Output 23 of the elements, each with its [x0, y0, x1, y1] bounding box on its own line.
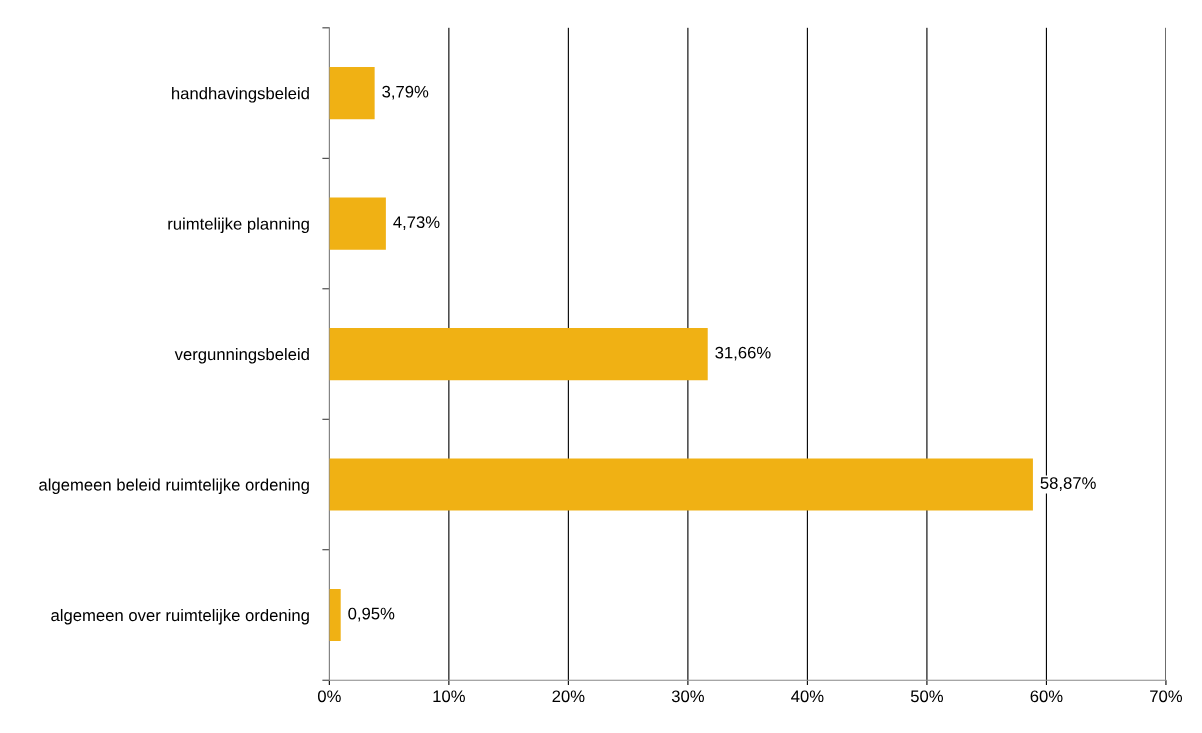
y-tick-label: ruimtelijke planning [168, 217, 309, 234]
x-tick-label: 20% [552, 690, 585, 703]
x-tick-label: 50% [910, 690, 943, 703]
bar [329, 588, 341, 642]
x-tick-label: 10% [433, 690, 465, 703]
data-label: 0,95% [348, 607, 395, 622]
x-tick-label: 60% [1030, 690, 1063, 703]
bar [329, 327, 708, 381]
x-tick-label: 0% [317, 690, 341, 703]
bar [329, 458, 1033, 511]
y-tick-label: algemeen beleid ruimtelijke ordening [39, 478, 309, 495]
data-label: 31,66% [715, 346, 771, 361]
x-tick-label: 70% [1150, 690, 1183, 703]
x-tick-label: 40% [791, 690, 824, 703]
y-tick-label: handhavingsbeleid [172, 87, 309, 103]
y-tick-label: algemeen over ruimtelijke ordening [51, 608, 309, 625]
data-label: 3,79% [382, 85, 429, 100]
data-label: 58,87% [1040, 477, 1096, 491]
bar [329, 67, 375, 120]
y-tick-label: vergunningsbeleid [174, 348, 309, 364]
data-label: 4,73% [393, 216, 440, 231]
bar [329, 197, 386, 250]
x-tick-label: 30% [671, 690, 704, 703]
